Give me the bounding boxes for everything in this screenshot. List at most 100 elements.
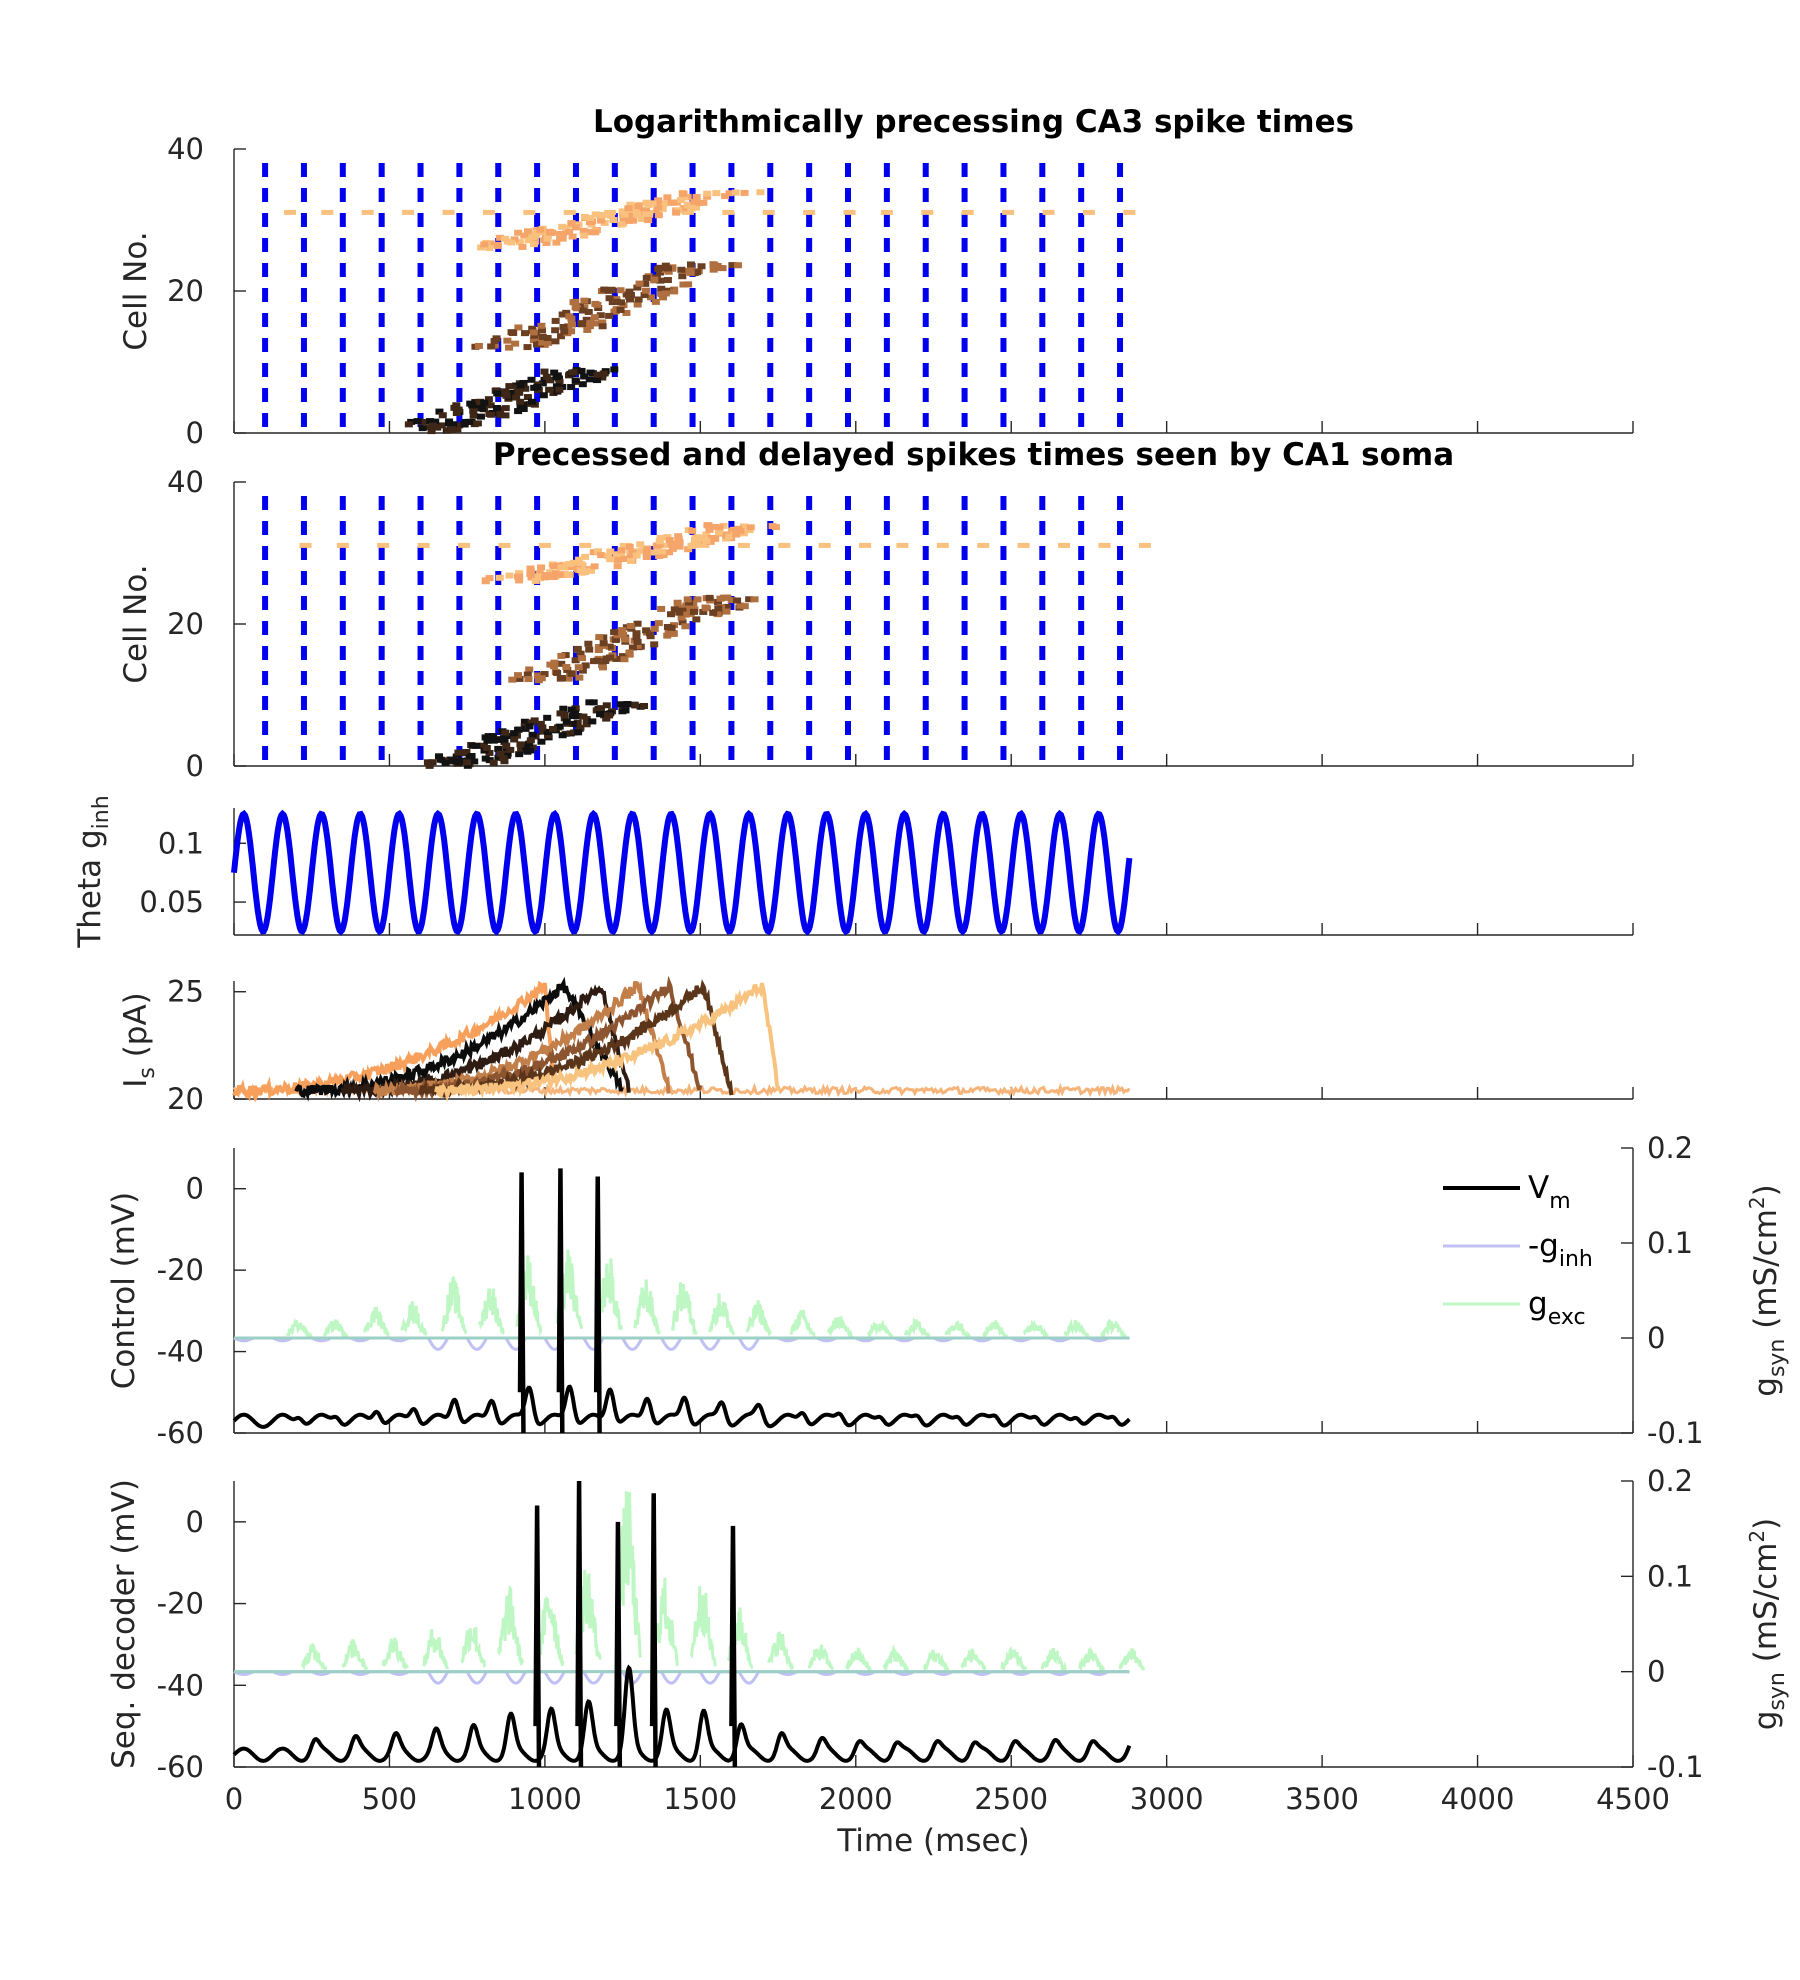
spike-mark <box>536 720 545 727</box>
spike-mark <box>599 370 608 377</box>
gexc-burst <box>652 1577 680 1667</box>
spike-mark <box>557 660 566 667</box>
spike-mark <box>622 309 631 316</box>
spike-mark <box>436 756 445 763</box>
spike-mark <box>633 620 642 627</box>
spike-mark <box>581 553 590 560</box>
spike-mark <box>545 386 554 393</box>
spike-mark <box>657 605 666 612</box>
spike-mark <box>605 295 614 302</box>
spike-mark <box>483 737 492 744</box>
spike-mark <box>718 265 727 272</box>
spike-mark <box>585 219 594 226</box>
spike-mark <box>515 573 524 580</box>
gexc-burst <box>422 1629 450 1670</box>
spike-mark <box>599 640 608 647</box>
spike-mark <box>514 726 523 733</box>
spike-mark <box>377 542 390 548</box>
spike-mark <box>575 674 584 681</box>
spike-mark <box>526 571 535 578</box>
spike-mark <box>555 564 564 571</box>
spike-mark <box>702 537 711 544</box>
spike-mark <box>648 200 657 207</box>
gexc-burst <box>982 1320 1009 1338</box>
panel-title: Logarithmically precessing CA3 spike tim… <box>593 104 1354 140</box>
gexc-burst <box>300 1641 328 1672</box>
spike-mark <box>702 531 711 538</box>
spike-mark <box>527 376 536 383</box>
spike-mark <box>673 599 682 606</box>
spike-mark <box>553 669 562 676</box>
spike-mark <box>642 553 651 560</box>
spike-mark <box>514 229 523 236</box>
spike-mark <box>684 281 693 288</box>
spike-mark <box>715 524 724 531</box>
spike-mark <box>619 631 628 638</box>
spike-mark <box>523 209 536 215</box>
spike-mark <box>425 762 434 769</box>
spike-mark <box>549 574 558 581</box>
spike-mark <box>494 745 503 752</box>
spike-mark <box>690 270 699 277</box>
y2-tick-label: -0.1 <box>1647 1750 1704 1784</box>
spike-mark <box>778 542 791 548</box>
spike-mark <box>677 614 686 621</box>
gexc-burst <box>1040 1647 1068 1674</box>
spike-mark <box>617 221 626 228</box>
spike-mark <box>655 553 664 560</box>
y2-axis-label: gsyn (mS/cm2) <box>1745 1518 1790 1730</box>
spike-mark <box>635 280 644 287</box>
y-tick-label: -40 <box>157 1335 204 1369</box>
spike-mark <box>632 630 641 637</box>
spike-mark <box>657 291 666 298</box>
spike-mark <box>612 298 621 305</box>
spike-mark <box>523 228 532 235</box>
spike-mark <box>413 418 422 425</box>
spike-mark <box>560 711 569 718</box>
spike-mark <box>523 344 532 351</box>
spike-mark <box>1058 542 1071 548</box>
spike-mark <box>452 753 461 760</box>
gexc-burst <box>867 1319 894 1340</box>
spike-mark <box>418 425 427 432</box>
spike-mark <box>555 723 564 730</box>
spike-mark <box>542 239 551 246</box>
legend-label: gexc <box>1528 1286 1586 1330</box>
gexc-burst <box>1078 1646 1106 1674</box>
spike-mark <box>507 239 516 246</box>
spike-mark <box>1123 209 1136 215</box>
spike-mark <box>558 223 567 230</box>
spike-mark <box>558 230 567 237</box>
spike-mark <box>896 542 909 548</box>
spike-mark <box>626 623 635 630</box>
spike-mark <box>447 426 456 433</box>
spike-mark <box>640 702 649 709</box>
spike-mark <box>550 659 559 666</box>
spike-mark <box>501 729 510 736</box>
spike-mark <box>423 759 432 766</box>
y2-tick-label: 0.1 <box>1647 1559 1693 1593</box>
gexc-burst <box>633 1279 661 1335</box>
spike-mark <box>523 748 532 755</box>
spike-mark <box>617 701 626 708</box>
spike-mark <box>936 542 949 548</box>
spike-mark <box>585 376 594 383</box>
spike-mark <box>443 427 452 434</box>
spike-mark <box>567 220 576 227</box>
spike-mark <box>675 543 684 550</box>
spike-mark <box>654 201 663 208</box>
control-voltage-panel: -60 -40 -20 0 -0.1 0 0.1 0.2 Control (mV) gsyn (m… <box>106 1131 1790 1450</box>
spike-mark <box>661 262 670 269</box>
spike-mark <box>675 539 684 546</box>
gexc-burst <box>400 1301 428 1336</box>
gexc-burst <box>904 1317 931 1340</box>
spike-mark <box>584 308 593 315</box>
spike-mark <box>524 676 533 683</box>
y-tick-label: 0 <box>186 1172 204 1206</box>
spike-mark <box>567 706 576 713</box>
gexc-burst <box>285 1317 313 1339</box>
vm-trace <box>232 1384 1131 1429</box>
spike-mark <box>564 323 573 330</box>
spike-mark <box>577 367 586 374</box>
